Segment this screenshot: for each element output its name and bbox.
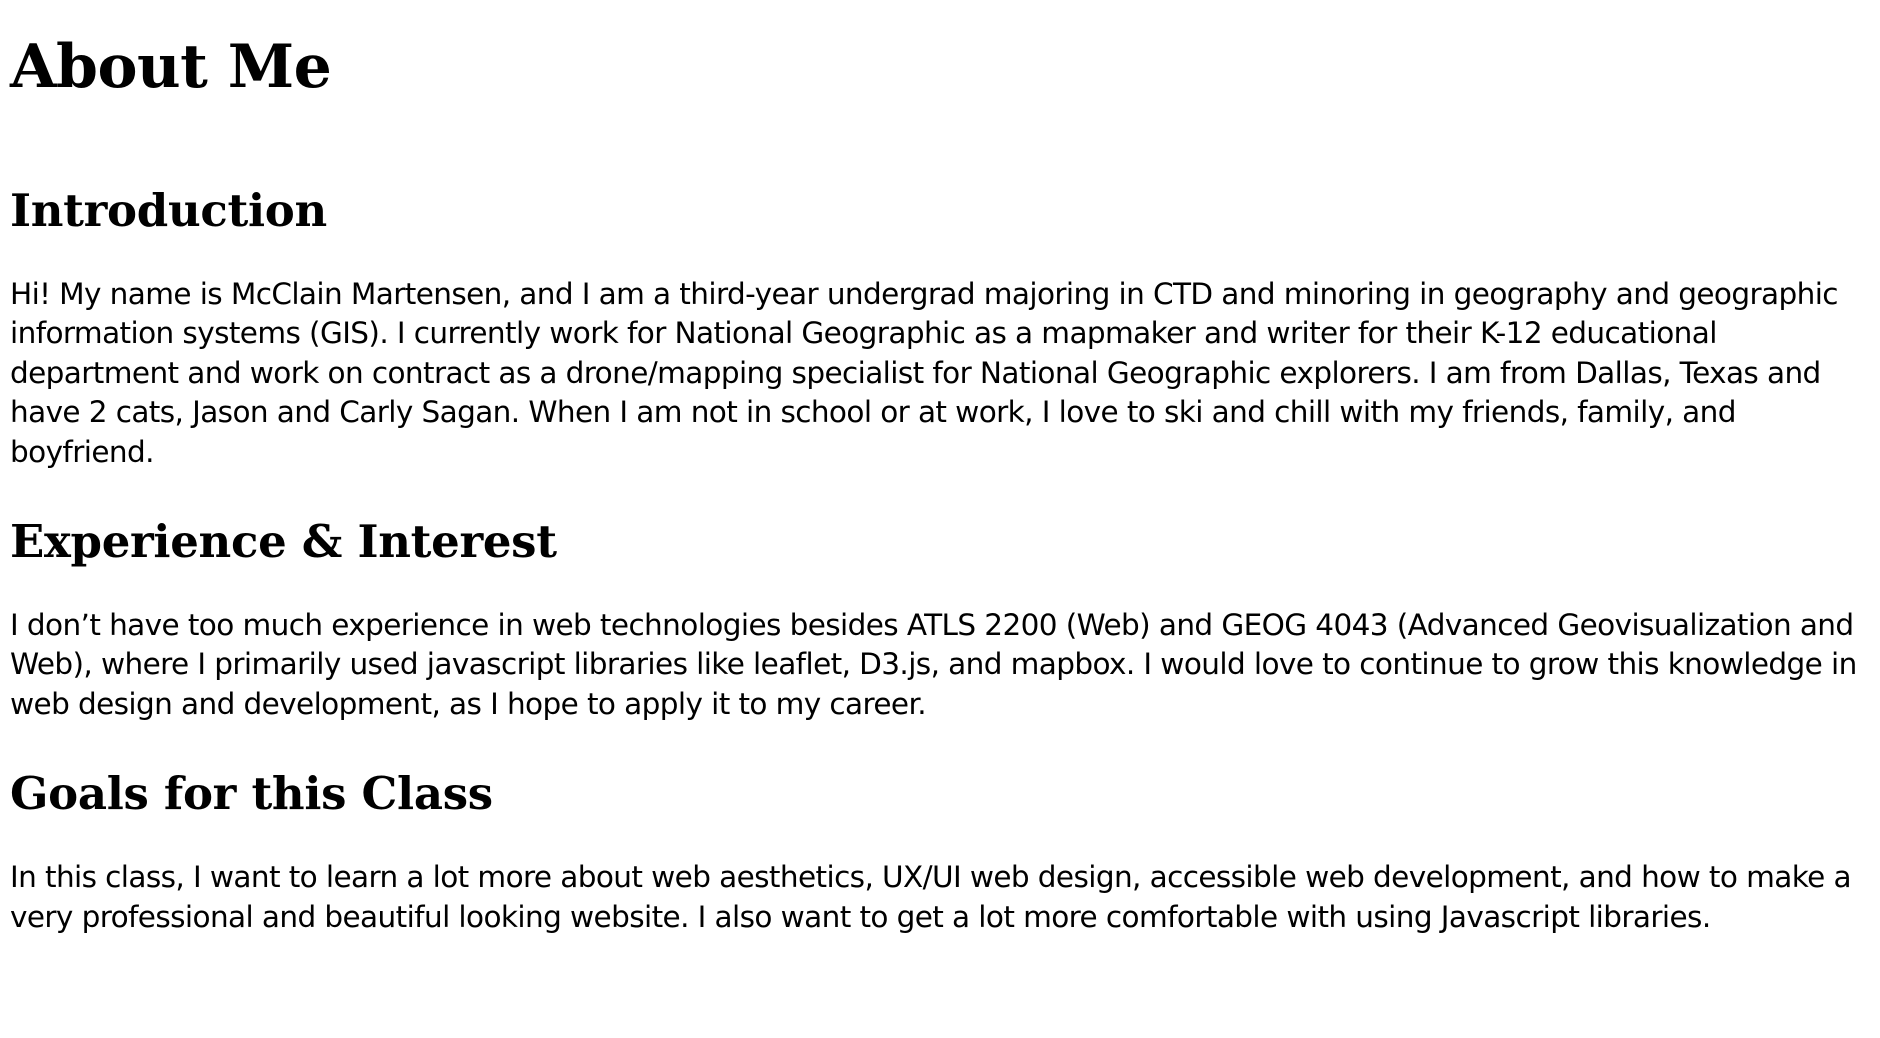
- goals-paragraph: In this class, I want to learn a lot mor…: [10, 860, 1852, 934]
- experience-section: Experience & Interest I don’t have too m…: [10, 516, 1870, 724]
- experience-heading: Experience & Interest: [10, 515, 557, 569]
- goals-section: Goals for this Class In this class, I wa…: [10, 768, 1870, 937]
- goals-heading: Goals for this Class: [10, 767, 493, 821]
- introduction-paragraph: Hi! My name is McClain Martensen, and I …: [10, 277, 1839, 469]
- experience-paragraph: I don’t have too much experience in web …: [10, 608, 1857, 721]
- introduction-section: Introduction Hi! My name is McClain Mart…: [10, 185, 1870, 472]
- introduction-heading: Introduction: [10, 184, 327, 237]
- page-title: About Me: [10, 32, 332, 102]
